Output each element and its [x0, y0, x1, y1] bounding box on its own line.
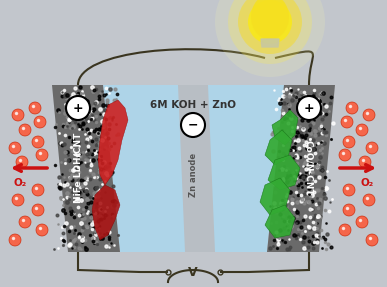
- Circle shape: [19, 216, 31, 228]
- Circle shape: [36, 149, 48, 161]
- Circle shape: [343, 184, 355, 196]
- Text: +: +: [304, 102, 314, 115]
- Circle shape: [36, 224, 48, 236]
- Circle shape: [359, 156, 371, 168]
- Circle shape: [32, 204, 44, 216]
- Text: +: +: [73, 102, 83, 115]
- Polygon shape: [178, 85, 215, 252]
- Text: V: V: [188, 265, 198, 278]
- Polygon shape: [103, 85, 284, 252]
- Text: Zn anode: Zn anode: [188, 153, 197, 197]
- Circle shape: [339, 224, 351, 236]
- Polygon shape: [272, 110, 298, 145]
- Polygon shape: [261, 39, 279, 47]
- Circle shape: [363, 109, 375, 121]
- Polygon shape: [265, 205, 295, 238]
- Circle shape: [356, 216, 368, 228]
- Circle shape: [366, 142, 378, 154]
- Circle shape: [297, 96, 321, 120]
- Circle shape: [12, 194, 24, 206]
- Circle shape: [339, 149, 351, 161]
- Circle shape: [343, 204, 355, 216]
- Circle shape: [181, 113, 205, 137]
- Polygon shape: [268, 155, 300, 190]
- Circle shape: [366, 234, 378, 246]
- Circle shape: [32, 136, 44, 148]
- Circle shape: [215, 0, 325, 77]
- Polygon shape: [267, 85, 335, 252]
- Circle shape: [356, 124, 368, 136]
- Circle shape: [34, 116, 46, 128]
- Circle shape: [343, 136, 355, 148]
- Text: O₂: O₂: [360, 178, 373, 188]
- Polygon shape: [98, 100, 128, 185]
- Circle shape: [12, 109, 24, 121]
- Circle shape: [32, 184, 44, 196]
- Circle shape: [341, 116, 353, 128]
- Text: CoO/N-CNT: CoO/N-CNT: [305, 140, 313, 196]
- Text: 6M KOH + ZnO: 6M KOH + ZnO: [150, 100, 236, 110]
- Polygon shape: [260, 178, 290, 215]
- Polygon shape: [52, 85, 120, 252]
- Circle shape: [9, 234, 21, 246]
- Text: −: −: [188, 119, 198, 131]
- Polygon shape: [92, 185, 120, 240]
- Circle shape: [363, 194, 375, 206]
- Text: O₂: O₂: [14, 178, 27, 188]
- Text: NiFe LDH/CNT: NiFe LDH/CNT: [74, 133, 82, 203]
- Circle shape: [66, 96, 90, 120]
- Circle shape: [228, 0, 312, 64]
- Circle shape: [238, 0, 302, 54]
- Circle shape: [16, 156, 28, 168]
- Circle shape: [19, 124, 31, 136]
- Circle shape: [29, 102, 41, 114]
- Circle shape: [346, 102, 358, 114]
- Circle shape: [248, 0, 292, 44]
- Circle shape: [9, 142, 21, 154]
- Polygon shape: [265, 130, 292, 165]
- Ellipse shape: [251, 0, 289, 40]
